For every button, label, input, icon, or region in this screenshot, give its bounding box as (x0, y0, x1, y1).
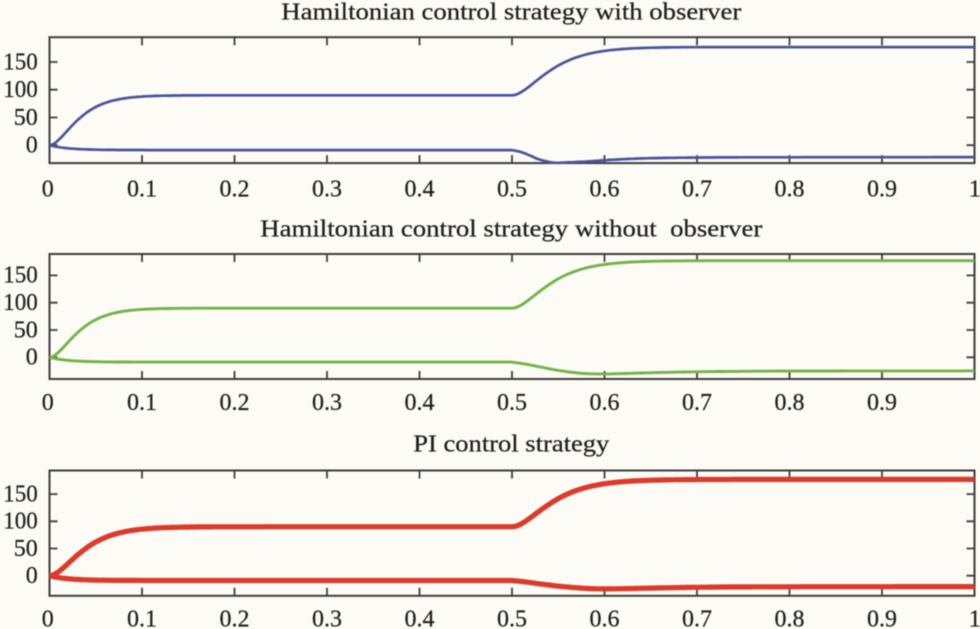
svg-text:1: 1 (969, 177, 980, 203)
svg-text:50: 50 (14, 536, 38, 562)
svg-text:0.1: 0.1 (127, 390, 157, 416)
svg-text:0: 0 (26, 133, 38, 159)
svg-text:0.6: 0.6 (590, 390, 620, 416)
svg-text:0.6: 0.6 (590, 607, 620, 629)
svg-text:0.9: 0.9 (867, 390, 897, 416)
svg-text:0: 0 (42, 607, 54, 629)
svg-text:0: 0 (26, 563, 38, 589)
svg-text:150: 150 (3, 481, 38, 507)
svg-text:0.2: 0.2 (220, 390, 250, 416)
svg-text:PI control strategy: PI control strategy (413, 431, 609, 457)
svg-text:100: 100 (3, 509, 38, 535)
svg-text:0.3: 0.3 (312, 607, 342, 629)
svg-text:100: 100 (3, 77, 38, 103)
svg-text:0.8: 0.8 (775, 607, 805, 629)
svg-text:0.9: 0.9 (867, 177, 897, 203)
svg-text:Hamiltonian control strategy w: Hamiltonian control strategy with observ… (281, 0, 741, 25)
svg-text:0.5: 0.5 (497, 177, 527, 203)
svg-text:150: 150 (3, 49, 38, 75)
svg-text:0.4: 0.4 (405, 177, 435, 203)
svg-text:0.9: 0.9 (867, 607, 897, 629)
svg-text:0: 0 (42, 177, 54, 203)
svg-text:100: 100 (3, 290, 38, 316)
svg-text:50: 50 (14, 105, 38, 131)
svg-text:0.2: 0.2 (220, 607, 250, 629)
svg-text:0.1: 0.1 (127, 607, 157, 629)
svg-text:0: 0 (26, 345, 38, 371)
svg-text:0.2: 0.2 (220, 177, 250, 203)
svg-text:Hamiltonian control strategy w: Hamiltonian control strategy without obs… (260, 217, 762, 243)
svg-text:50: 50 (14, 317, 38, 343)
svg-text:0.8: 0.8 (775, 177, 805, 203)
svg-text:0.6: 0.6 (590, 177, 620, 203)
svg-text:0.1: 0.1 (127, 177, 157, 203)
svg-text:0.7: 0.7 (682, 607, 712, 629)
svg-text:0: 0 (42, 390, 54, 416)
svg-text:0.4: 0.4 (405, 390, 435, 416)
svg-text:0.7: 0.7 (682, 390, 712, 416)
svg-text:0.8: 0.8 (775, 390, 805, 416)
svg-text:0.3: 0.3 (312, 177, 342, 203)
svg-text:0.4: 0.4 (405, 607, 435, 629)
svg-text:0.5: 0.5 (497, 390, 527, 416)
svg-text:150: 150 (3, 263, 38, 289)
svg-text:0.3: 0.3 (312, 390, 342, 416)
svg-text:0.7: 0.7 (682, 177, 712, 203)
svg-text:1: 1 (969, 607, 980, 629)
svg-text:0.5: 0.5 (497, 607, 527, 629)
